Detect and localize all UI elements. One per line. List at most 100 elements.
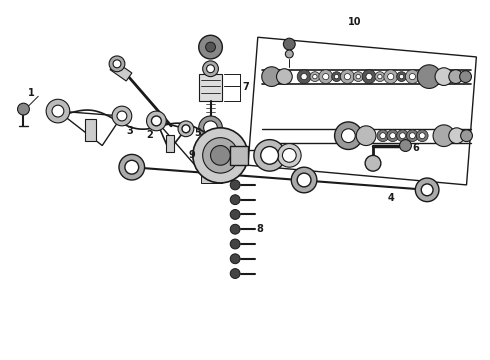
Circle shape [406,70,419,84]
Circle shape [344,73,350,80]
Circle shape [285,50,293,58]
Circle shape [230,224,240,234]
Circle shape [230,254,240,264]
Circle shape [310,72,320,82]
Circle shape [319,70,333,84]
Circle shape [342,129,355,143]
Bar [201,171,222,183]
Circle shape [356,126,376,145]
Circle shape [203,138,238,173]
Circle shape [449,70,463,84]
Circle shape [416,130,428,141]
Circle shape [335,122,362,149]
Circle shape [334,75,339,79]
Circle shape [365,156,381,171]
Circle shape [46,99,70,123]
Bar [230,145,248,165]
Circle shape [297,173,311,187]
Text: 1: 1 [28,88,35,98]
Circle shape [282,148,296,162]
Text: 3: 3 [127,126,134,136]
Circle shape [254,140,285,171]
Circle shape [117,111,127,121]
Text: 4: 4 [388,193,394,203]
Circle shape [421,184,433,196]
Circle shape [396,130,409,141]
Circle shape [109,56,125,72]
Circle shape [387,130,398,141]
Circle shape [388,73,394,80]
Bar [199,74,222,101]
Polygon shape [248,37,476,185]
Circle shape [378,75,382,79]
Circle shape [112,106,132,126]
Circle shape [207,65,215,73]
Circle shape [332,72,342,82]
Circle shape [291,167,317,193]
Text: 8: 8 [257,224,264,234]
Circle shape [461,130,472,141]
Text: 2: 2 [147,130,153,140]
Circle shape [204,121,218,135]
Circle shape [230,195,240,204]
Circle shape [206,42,216,52]
Circle shape [52,105,64,117]
Circle shape [356,75,361,79]
Circle shape [230,210,240,219]
Circle shape [313,75,317,79]
Bar [84,119,97,141]
Circle shape [390,133,395,139]
Circle shape [277,144,301,167]
Circle shape [353,72,363,82]
Circle shape [301,73,307,80]
Circle shape [375,72,385,82]
Circle shape [182,125,190,133]
Circle shape [417,65,441,89]
Circle shape [384,70,397,84]
Circle shape [297,70,311,84]
Circle shape [322,73,329,80]
Circle shape [199,116,222,140]
Circle shape [119,154,145,180]
Text: 9: 9 [189,150,196,161]
Circle shape [380,133,386,139]
Circle shape [262,67,281,86]
Circle shape [362,70,376,84]
Circle shape [419,133,425,139]
Text: 7: 7 [242,82,249,93]
Circle shape [399,140,412,152]
Circle shape [230,269,240,278]
Circle shape [283,38,295,50]
Circle shape [407,130,418,141]
Circle shape [147,111,166,131]
Circle shape [409,73,416,80]
Circle shape [125,160,139,174]
Circle shape [399,75,404,79]
Circle shape [276,69,292,85]
Circle shape [449,128,465,144]
Circle shape [399,133,406,139]
Circle shape [211,145,230,165]
Bar [166,135,174,152]
Circle shape [230,239,240,249]
Circle shape [377,130,389,141]
Text: 6: 6 [413,144,419,153]
Circle shape [410,133,416,139]
Circle shape [151,116,161,126]
Bar [110,62,132,81]
Circle shape [433,125,455,147]
Circle shape [366,73,372,80]
Circle shape [193,128,248,183]
Circle shape [435,68,453,85]
Circle shape [199,35,222,59]
Text: 5: 5 [194,128,200,138]
Circle shape [113,60,121,68]
Text: 10: 10 [348,18,362,27]
Circle shape [416,178,439,202]
Circle shape [18,103,29,115]
Circle shape [396,72,407,82]
Circle shape [261,147,278,164]
Circle shape [230,180,240,190]
Circle shape [341,70,354,84]
Circle shape [203,61,219,77]
